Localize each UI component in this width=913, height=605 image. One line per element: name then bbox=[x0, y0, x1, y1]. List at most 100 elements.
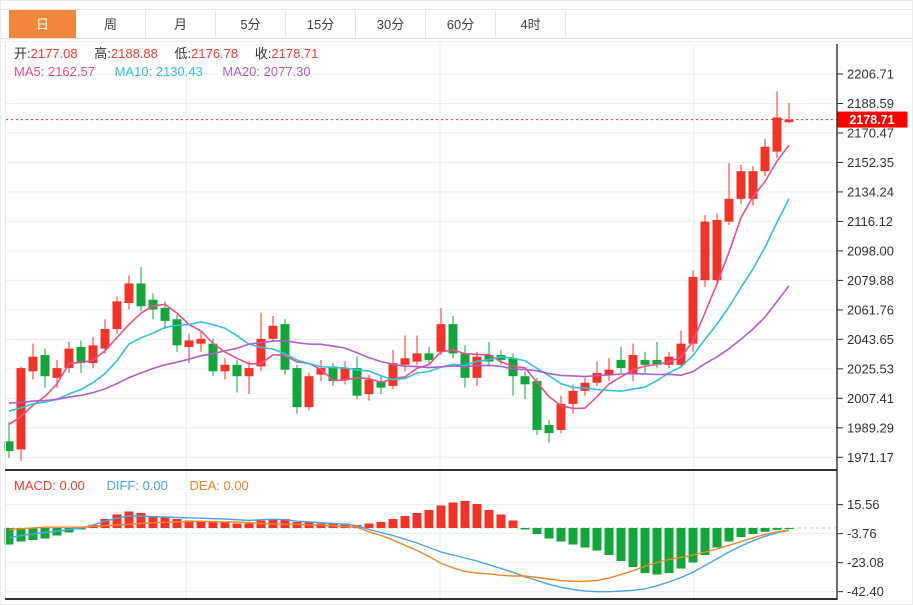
macd-bar bbox=[208, 521, 218, 528]
high-label: 高: bbox=[94, 46, 111, 61]
macd-bar bbox=[232, 523, 242, 528]
macd-bar bbox=[592, 528, 602, 551]
candle-body bbox=[52, 368, 62, 378]
macd-bar bbox=[760, 528, 770, 532]
tab-min5[interactable]: 5分 bbox=[216, 10, 286, 38]
macd-bar bbox=[136, 512, 146, 528]
ma20-legend: MA20: 2077.30 bbox=[222, 64, 311, 79]
macd-bar bbox=[388, 518, 398, 528]
macd-bar bbox=[172, 518, 182, 528]
candle-body bbox=[736, 171, 746, 199]
macd-bar bbox=[640, 528, 650, 574]
candle-body bbox=[508, 358, 518, 377]
macd-bar bbox=[556, 528, 566, 542]
tab-month[interactable]: 月 bbox=[146, 10, 216, 38]
diff-value-legend: DIFF: 0.00 bbox=[106, 478, 168, 493]
period-tab-bar: 日周月 5分 15分 30分 60分 4时 bbox=[1, 9, 912, 39]
macd-bar bbox=[364, 523, 374, 528]
candle-body bbox=[424, 353, 434, 360]
macd-axis-label: -42.40 bbox=[847, 584, 884, 599]
close-value: 2178.71 bbox=[271, 46, 319, 61]
candle-body bbox=[628, 355, 638, 375]
macd-bar bbox=[736, 528, 746, 538]
candle-body bbox=[748, 171, 758, 199]
low-value: 2176.78 bbox=[191, 46, 239, 61]
macd-bar bbox=[76, 528, 86, 530]
candle-body bbox=[28, 356, 38, 372]
price-axis: 2206.71 2188.59 2170.47 2152.35 2134.24 2116.… bbox=[837, 67, 894, 599]
candle-body bbox=[256, 338, 266, 367]
diff-line bbox=[8, 515, 790, 593]
macd-bar bbox=[412, 512, 422, 528]
svg-text:2178.71: 2178.71 bbox=[849, 113, 894, 127]
macd-bar bbox=[508, 520, 518, 528]
macd-bar bbox=[472, 503, 482, 528]
candle-body bbox=[112, 301, 122, 330]
macd-axis-label: -3.76 bbox=[847, 526, 877, 541]
candle-body bbox=[316, 368, 326, 375]
y-axis-label: 2170.47 bbox=[847, 125, 894, 140]
ma20-line bbox=[8, 285, 790, 404]
candle-body bbox=[388, 363, 398, 386]
macd-bar bbox=[604, 528, 614, 556]
macd-bar bbox=[748, 528, 758, 535]
macd-bar bbox=[292, 521, 302, 528]
candle-body bbox=[268, 325, 278, 339]
candle-body bbox=[292, 368, 302, 408]
candle-body bbox=[784, 119, 794, 123]
macd-bar bbox=[652, 528, 662, 575]
macd-bar bbox=[64, 528, 74, 533]
candle-body bbox=[676, 343, 686, 365]
macd-axis-label: 15.56 bbox=[847, 497, 880, 512]
tab-min30[interactable]: 30分 bbox=[356, 10, 426, 38]
candle-body bbox=[400, 358, 410, 365]
candle-body bbox=[760, 146, 770, 172]
macd-bar bbox=[676, 528, 686, 569]
macd-bar bbox=[340, 523, 350, 528]
ma10-legend: MA10: 2130.43 bbox=[114, 64, 203, 79]
macd-bar bbox=[196, 521, 206, 528]
ma-legend: MA5: 2162.57 MA10: 2130.43 MA20: 2077.30 bbox=[14, 64, 311, 80]
candle-body bbox=[556, 403, 566, 430]
candle-body bbox=[448, 324, 458, 354]
y-axis-label: 2206.71 bbox=[847, 67, 894, 82]
macd-axis-label: -23.08 bbox=[847, 555, 884, 570]
candle-body bbox=[688, 276, 698, 344]
candle-body bbox=[652, 359, 662, 365]
candle-body bbox=[208, 343, 218, 372]
macd-bar bbox=[112, 514, 122, 528]
y-axis-label: 1989.29 bbox=[847, 420, 894, 435]
tab-min60[interactable]: 60分 bbox=[426, 10, 496, 38]
candle-body bbox=[148, 299, 158, 310]
candle-body bbox=[196, 338, 206, 344]
macd-bar bbox=[520, 528, 530, 530]
macd-bar bbox=[400, 515, 410, 528]
tab-hour4[interactable]: 4时 bbox=[496, 10, 566, 38]
tab-min15[interactable]: 15分 bbox=[286, 10, 356, 38]
candle-body bbox=[88, 345, 98, 364]
macd-bar bbox=[256, 520, 266, 528]
candle-body bbox=[100, 329, 110, 349]
macd-bar bbox=[436, 505, 446, 528]
tab-day[interactable]: 日 bbox=[9, 10, 76, 38]
candle-body bbox=[472, 356, 482, 378]
candle-body bbox=[352, 368, 362, 396]
y-axis-label: 2188.59 bbox=[847, 96, 894, 111]
candle-body bbox=[592, 372, 602, 383]
y-axis-label: 2061.76 bbox=[847, 302, 894, 317]
dea-value-legend: DEA: 0.00 bbox=[189, 478, 249, 493]
candle-body bbox=[304, 376, 314, 408]
tab-week[interactable]: 周 bbox=[76, 10, 146, 38]
macd-bar bbox=[316, 523, 326, 528]
close-label: 收: bbox=[254, 46, 272, 61]
candle-body bbox=[244, 368, 254, 377]
macd-bar bbox=[184, 520, 194, 528]
candle-body bbox=[580, 382, 590, 391]
candle-body bbox=[160, 307, 170, 321]
macd-bar bbox=[460, 500, 470, 528]
macd-bar bbox=[700, 528, 710, 556]
candle-body bbox=[184, 340, 194, 347]
candle-body bbox=[436, 324, 446, 352]
